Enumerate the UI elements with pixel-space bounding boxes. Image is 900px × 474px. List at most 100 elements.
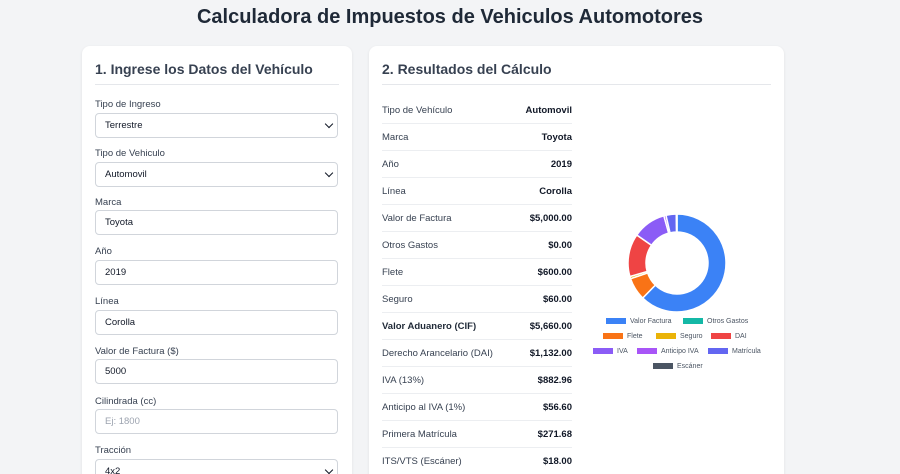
select-value: 4x2 — [105, 466, 121, 474]
result-label: Seguro — [382, 294, 413, 305]
field-label-marca: Marca — [95, 197, 122, 208]
result-label: Primera Matrícula — [382, 429, 457, 440]
result-label: Valor Aduanero (CIF) — [382, 321, 477, 332]
field-label-linea: Línea — [95, 296, 119, 307]
legend-item[interactable]: Flete — [603, 333, 643, 340]
legend-label: Flete — [627, 333, 643, 340]
result-value: $56.60 — [542, 402, 572, 413]
legend-swatch — [708, 348, 728, 355]
field-label-traccion: Tracción — [95, 445, 132, 456]
legend-item[interactable]: Otros Gastos — [683, 318, 748, 325]
result-row: Otros Gastos $0.00 — [382, 232, 572, 259]
legend-label: Matrícula — [732, 348, 761, 355]
legend-item[interactable]: IVA — [593, 348, 628, 355]
legend-swatch — [656, 333, 676, 340]
result-label: Flete — [382, 267, 404, 278]
legend-label: DAI — [735, 333, 747, 340]
legend-item[interactable]: Seguro — [656, 333, 703, 340]
donut-slice — [675, 213, 678, 233]
legend-swatch — [711, 333, 731, 340]
result-row: IVA (13%) $882.96 — [382, 367, 572, 394]
result-value: $882.96 — [537, 375, 572, 386]
result-label: Tipo de Vehículo — [382, 105, 453, 116]
result-row: Valor Aduanero (CIF) $5,660.00 — [382, 313, 572, 340]
legend-label: Anticipo IVA — [661, 348, 699, 355]
select-value: Automovil — [105, 169, 147, 180]
result-value: $5,660.00 — [529, 321, 572, 332]
field-label-valor-factura: Valor de Factura ($) — [95, 346, 179, 357]
result-value: Corolla — [539, 186, 572, 197]
result-label: Otros Gastos — [382, 240, 438, 251]
linea-input[interactable]: Corolla — [95, 310, 338, 335]
results-title: 2. Resultados del Cálculo — [382, 61, 552, 77]
result-row: Anticipo al IVA (1%) $56.60 — [382, 394, 572, 421]
legend-swatch — [653, 363, 673, 370]
result-value: $600.00 — [537, 267, 572, 278]
result-label: ITS/VTS (Escáner) — [382, 456, 462, 467]
result-row: Valor de Factura $5,000.00 — [382, 205, 572, 232]
chevron-down-icon — [324, 119, 334, 129]
cilindrada-input[interactable]: Ej: 1800 — [95, 409, 338, 434]
result-label: IVA (13%) — [382, 375, 425, 386]
result-value: $18.00 — [542, 456, 572, 467]
divider — [95, 84, 339, 85]
result-row: Año 2019 — [382, 151, 572, 178]
legend-label: IVA — [617, 348, 628, 355]
vehicle-form-card: 1. Ingrese los Datos del Vehículo Tipo d… — [82, 46, 352, 474]
result-value: $5,000.00 — [529, 213, 572, 224]
chevron-down-icon — [324, 168, 334, 178]
result-value: Toyota — [541, 132, 572, 143]
legend-item[interactable]: DAI — [711, 333, 747, 340]
legend-swatch — [606, 318, 626, 325]
field-label-tipo-ingreso: Tipo de Ingreso — [95, 99, 161, 110]
result-value: $0.00 — [548, 240, 572, 251]
result-value: $60.00 — [542, 294, 572, 305]
anio-input[interactable]: 2019 — [95, 260, 338, 285]
result-label: Derecho Arancelario (DAI) — [382, 348, 493, 359]
divider — [382, 84, 771, 85]
result-value: $1,132.00 — [529, 348, 572, 359]
result-label: Marca — [382, 132, 409, 143]
legend-item[interactable]: Valor Factura — [606, 318, 672, 325]
result-row: Tipo de Vehículo Automovil — [382, 97, 572, 124]
legend-label: Seguro — [680, 333, 703, 340]
result-label: Anticipo al IVA (1%) — [382, 402, 466, 413]
donut-slice — [641, 213, 727, 313]
field-label-anio: Año — [95, 246, 112, 257]
result-label: Valor de Factura — [382, 213, 452, 224]
result-value: $271.68 — [537, 429, 572, 440]
legend-swatch — [593, 348, 613, 355]
field-label-tipo-vehiculo: Tipo de Vehiculo — [95, 148, 165, 159]
legend-label: Otros Gastos — [707, 318, 749, 325]
result-row: Derecho Arancelario (DAI) $1,132.00 — [382, 340, 572, 367]
tipo-ingreso-select[interactable]: Terrestre — [95, 113, 338, 138]
form-title: 1. Ingrese los Datos del Vehículo — [95, 61, 313, 77]
page-title: Calculadora de Impuestos de Vehiculos Au… — [196, 6, 704, 28]
result-row: Seguro $60.00 — [382, 286, 572, 313]
breakdown-donut-chart — [627, 213, 727, 313]
marca-input[interactable]: Toyota — [95, 210, 338, 235]
select-value: Terrestre — [105, 120, 143, 131]
result-row: Primera Matrícula $271.68 — [382, 421, 572, 448]
field-label-cilindrada: Cilindrada (cc) — [95, 396, 157, 407]
legend-swatch — [603, 333, 623, 340]
result-row: ITS/VTS (Escáner) $18.00 — [382, 448, 572, 474]
legend-swatch — [637, 348, 657, 355]
result-row: Línea Corolla — [382, 178, 572, 205]
result-value: Automovil — [525, 105, 572, 116]
result-row: Marca Toyota — [382, 124, 572, 151]
result-label: Año — [382, 159, 399, 170]
legend-swatch — [683, 318, 703, 325]
valor-factura-input[interactable]: 5000 — [95, 359, 338, 384]
legend-label: Valor Factura — [630, 318, 672, 325]
result-row: Flete $600.00 — [382, 259, 572, 286]
result-value: 2019 — [550, 159, 572, 170]
traccion-select[interactable]: 4x2 — [95, 459, 338, 474]
chart-legend: Valor Factura Otros Gastos Flete Seguro DAI I… — [590, 318, 770, 378]
result-label: Línea — [382, 186, 406, 197]
legend-item[interactable]: Matrícula — [708, 348, 761, 355]
legend-item[interactable]: Escáner — [653, 363, 703, 370]
tipo-vehiculo-select[interactable]: Automovil — [95, 162, 338, 187]
legend-label: Escáner — [677, 363, 703, 370]
legend-item[interactable]: Anticipo IVA — [637, 348, 699, 355]
